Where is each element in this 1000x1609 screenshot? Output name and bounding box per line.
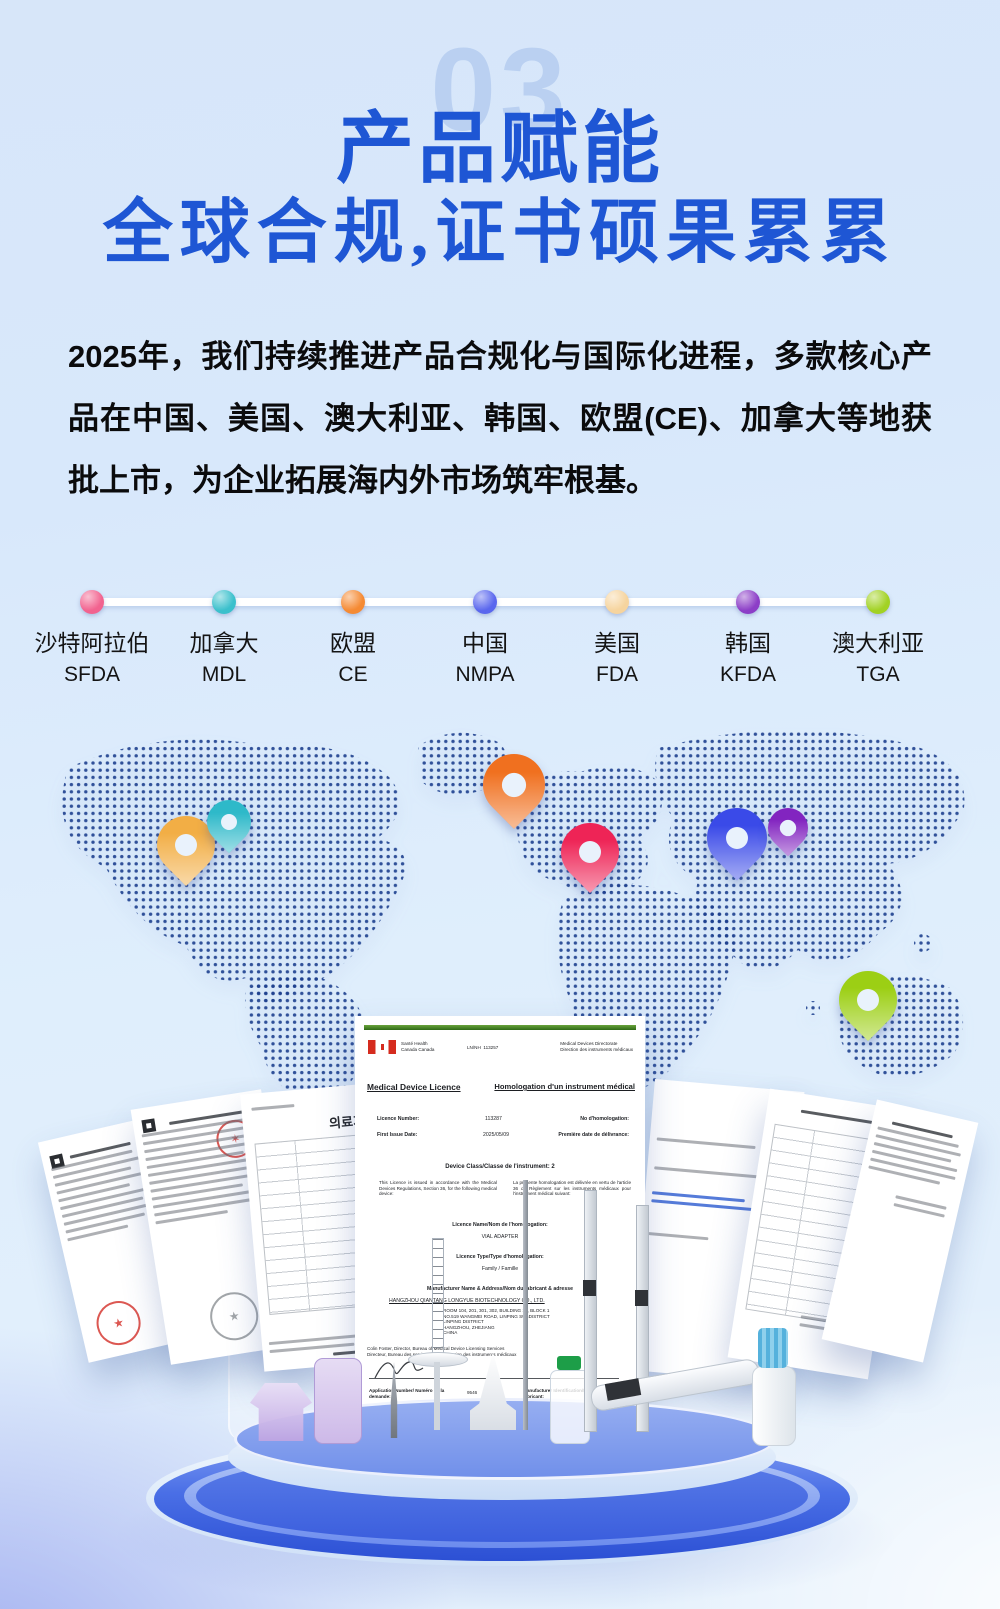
certificate-green-bar xyxy=(364,1025,636,1030)
licence-name-value: VIAL ADAPTER xyxy=(481,1234,519,1240)
product-syringe-band-1 xyxy=(583,1280,596,1296)
red-seal: ★ xyxy=(92,1296,145,1350)
product-syringe-band-2 xyxy=(635,1290,648,1306)
timeline-label-nmpa: 中国 NMPA xyxy=(455,630,515,686)
product-spray-bottle xyxy=(752,1366,796,1446)
timeline-dot-mdl xyxy=(212,590,236,614)
timeline-dot-tga xyxy=(866,590,890,614)
licence-type-label: Licence Type/Type d'homologation: xyxy=(456,1254,544,1260)
product-prefilled-syringe-2 xyxy=(636,1205,649,1432)
timeline-label-tga: 澳大利亚 TGA xyxy=(832,630,924,686)
signature-scribble xyxy=(374,1361,424,1379)
product-connector xyxy=(314,1358,362,1444)
application-number-value: 9546 xyxy=(467,1390,478,1395)
licence-type-value: Family / Famille xyxy=(481,1266,519,1272)
timeline-label-fda: 美国 FDA xyxy=(594,630,640,686)
licence-number-value: 113287 xyxy=(485,1116,502,1122)
manufacturer-label: Manufacturer Name & Address/Nom du fabri… xyxy=(427,1286,573,1292)
timeline-label-mdl: 加拿大 MDL xyxy=(189,630,259,686)
round-seal: ★ xyxy=(206,1288,262,1344)
premiere-date-label: Première date de délivrance: xyxy=(558,1132,629,1138)
product-syringe-stem xyxy=(434,1362,440,1430)
issued-statement-fr: La présente homologation est délivrée en… xyxy=(513,1180,631,1197)
agency-wordmark: Santé Health Canada Canada xyxy=(401,1041,435,1052)
first-issue-label: First Issue Date: xyxy=(377,1132,418,1138)
directorate: Medical Devices Directorate Direction de… xyxy=(560,1041,633,1052)
licence-name-label: Licence Name/Nom de l'homologation: xyxy=(452,1222,548,1228)
product-syringe-barrel xyxy=(432,1238,444,1360)
timeline-label-kfda: 韩国 KFDA xyxy=(719,630,776,686)
product-needle xyxy=(390,1362,398,1438)
section-number: 03 xyxy=(430,24,570,156)
first-issue-value: 2025/05/09 xyxy=(483,1132,509,1138)
canada-flag-icon xyxy=(368,1040,396,1054)
timeline-dot-sfda xyxy=(80,590,104,614)
application-number-label: Application Number/ Numéro de la demande… xyxy=(369,1388,445,1399)
product-vial-green-cap xyxy=(557,1356,581,1370)
page-subtitle: 全球合规,证书硕果累累 xyxy=(102,195,898,272)
product-prefilled-syringe-1 xyxy=(584,1190,597,1432)
page-title: 产品赋能 xyxy=(335,105,664,192)
no-homologation-label: No d'homologation: xyxy=(580,1116,629,1122)
qr-code xyxy=(141,1118,157,1134)
manufacturer-address: ROOM 104, 201, 301, 302, BUILDING 12, BL… xyxy=(443,1308,550,1336)
timeline-dot-ce xyxy=(341,590,365,614)
timeline-label-sfda: 沙特阿拉伯 SFDA xyxy=(34,630,150,686)
device-class-line: Device Class/Classe de l'instrument: 2 xyxy=(445,1164,555,1170)
timeline-dot-nmpa xyxy=(473,590,497,614)
timeline-dot-kfda xyxy=(736,590,760,614)
product-vial-adapter xyxy=(250,1383,312,1441)
manufacturer-name: HANGZHOU QIANTANG LONGYUE BIOTECHNOLOGY … xyxy=(389,1298,545,1304)
ln-number: LN/NH 113257 xyxy=(467,1045,499,1050)
certificate-title-fr: Homologation d'un instrument médical xyxy=(494,1082,635,1091)
product-cannula xyxy=(523,1180,528,1430)
world-map-dotted xyxy=(62,730,965,1101)
timeline-dot-fda xyxy=(605,590,629,614)
licence-number-label: Licence Number: xyxy=(377,1116,420,1122)
certificate-title-en: Medical Device Licence xyxy=(367,1082,461,1092)
intro-paragraph: 2025年，我们持续推进产品合规化与国际化进程，多款核心产品在中国、美国、澳大利… xyxy=(68,339,932,498)
timeline-label-ce: 欧盟 CE xyxy=(330,630,376,686)
issued-statement-en: This Licence is issued in accordance wit… xyxy=(379,1180,497,1197)
product-spray-bottle-cap xyxy=(758,1328,788,1368)
